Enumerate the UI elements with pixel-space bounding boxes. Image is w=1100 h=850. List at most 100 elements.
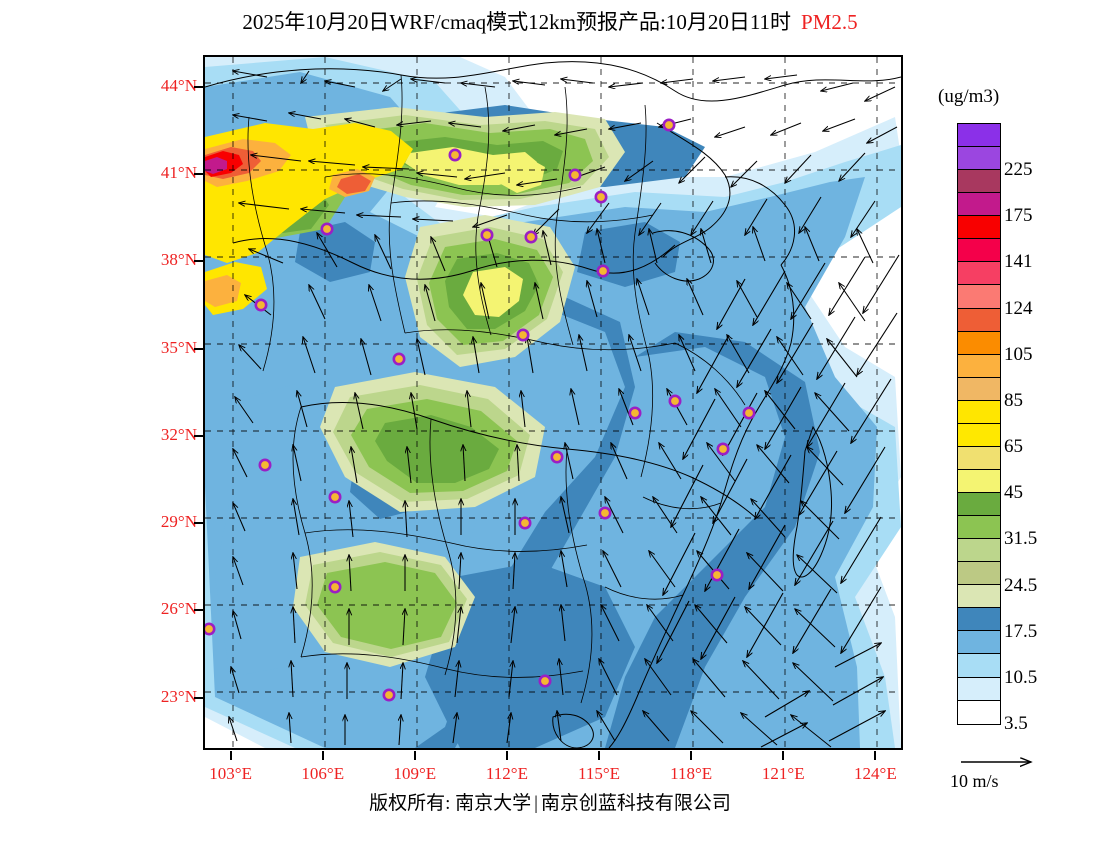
colorbar-band-10 (958, 354, 1000, 378)
lat-tick-mark (194, 696, 203, 699)
copyright-owner: 版权所有: 南京大学 (369, 793, 532, 814)
wind-scale-label: 10 m/s (950, 771, 999, 791)
station-marker (662, 118, 676, 132)
station-marker (568, 168, 582, 182)
lon-tick-label-106: 106°E (301, 764, 345, 783)
station-marker (448, 148, 462, 162)
wind-vector-field (229, 71, 898, 748)
colorbar-band-11 (958, 377, 1000, 401)
colorbar-band-16 (958, 493, 1000, 517)
page-title: 2025年10月20日WRF/cmaq模式12km预报产品:10月20日11时 P… (0, 6, 1100, 36)
colorbar-tick-105: 105 (1004, 343, 1033, 365)
copyright-notice: 版权所有: 南京大学 | 南京创蓝科技有限公司 (0, 788, 1100, 815)
colorbar-band-25 (958, 700, 1000, 724)
offshore-wind-streams (657, 254, 900, 748)
station-marker (550, 450, 564, 464)
station-marker (742, 406, 756, 420)
lon-tick-mark (505, 751, 508, 760)
colorbar-tick-124: 124 (1004, 297, 1033, 319)
title-species-label: PM2.5 (801, 10, 858, 34)
colorbar-tick-17.5: 17.5 (1004, 620, 1038, 642)
pm25-colorbar[interactable] (957, 123, 1001, 725)
lon-tick-label-103: 103°E (209, 764, 252, 783)
lat-tick-mark (194, 434, 203, 437)
colorbar-band-22 (958, 631, 1000, 655)
lat-tick-label-35: 35°N (160, 337, 197, 357)
colorbar-band-7 (958, 285, 1000, 309)
station-marker (598, 506, 612, 520)
lon-tick-label-115: 115°E (578, 764, 621, 783)
station-marker (710, 568, 724, 582)
map-gridlines (205, 57, 901, 748)
colorbar-tick-85: 85 (1004, 389, 1023, 411)
lon-tick-mark (874, 751, 877, 760)
colorbar-band-14 (958, 446, 1000, 470)
lon-tick-mark (690, 751, 693, 760)
colorbar-band-4 (958, 216, 1000, 240)
colorbar-band-15 (958, 469, 1000, 493)
colorbar-band-20 (958, 585, 1000, 609)
colorbar-tick-45: 45 (1004, 482, 1023, 504)
lat-tick-mark (194, 173, 203, 176)
pm25-concentration-map (205, 57, 901, 748)
station-marker (328, 580, 342, 594)
lon-tick-label-118: 118°E (670, 764, 713, 783)
colorbar-tick-31.5: 31.5 (1004, 528, 1038, 550)
station-marker (518, 516, 532, 530)
lat-tick-mark (194, 609, 203, 612)
copyright-separator: | (534, 793, 538, 814)
station-marker (382, 688, 396, 702)
colorbar-band-3 (958, 193, 1000, 217)
colorbar-band-21 (958, 608, 1000, 632)
title-main-text: 2025年10月20日WRF/cmaq模式12km预报产品:10月20日11时 (242, 10, 792, 34)
colorbar-tick-65: 65 (1004, 436, 1023, 458)
colorbar-band-19 (958, 562, 1000, 586)
colorbar-band-17 (958, 516, 1000, 540)
copyright-company: 南京创蓝科技有限公司 (540, 793, 731, 814)
station-marker (716, 442, 730, 456)
lon-tick-mark (229, 751, 232, 760)
station-marker (328, 490, 342, 504)
station-marker (320, 222, 334, 236)
lat-tick-label-41: 41°N (160, 163, 197, 183)
lon-tick-label-124: 124°E (854, 764, 897, 783)
colorbar-band-18 (958, 539, 1000, 563)
lon-tick-label-121: 121°E (761, 764, 805, 783)
lon-tick-mark (413, 751, 416, 760)
station-markers[interactable] (205, 118, 756, 702)
station-marker (480, 228, 494, 242)
colorbar-band-0 (958, 124, 1000, 148)
station-marker (596, 264, 610, 278)
colorbar-band-13 (958, 423, 1000, 447)
colorbar-tick-225: 225 (1004, 159, 1033, 181)
map-plot-frame[interactable] (203, 55, 903, 750)
station-marker (516, 328, 530, 342)
lat-tick-label-23: 23°N (160, 686, 197, 706)
colorbar-band-9 (958, 331, 1000, 355)
wind-arrow-icon (961, 748, 1097, 778)
lon-tick-mark (782, 751, 785, 760)
station-marker (668, 394, 682, 408)
colorbar-tick-labels: 225 175 141 124 105 85 65 45 31.5 24.5 17.5 10.5 3.5 (1004, 123, 1100, 733)
lat-tick-label-32: 32°N (160, 424, 197, 444)
station-marker (258, 458, 272, 472)
station-marker (628, 406, 642, 420)
colorbar-tick-3.5: 3.5 (1004, 713, 1028, 734)
lat-tick-label-29: 29°N (160, 512, 197, 532)
colorbar-tick-141: 141 (1004, 251, 1033, 273)
colorbar-band-24 (958, 677, 1000, 701)
lat-tick-mark (194, 260, 203, 263)
map-boundaries (205, 61, 901, 748)
lon-tick-label-109: 109°E (393, 764, 437, 783)
station-marker (538, 674, 552, 688)
station-marker (254, 298, 268, 312)
lat-tick-label-44: 44°N (160, 75, 197, 95)
colorbar-band-23 (958, 654, 1000, 678)
lat-tick-label-38: 38°N (160, 250, 197, 270)
lat-tick-mark (194, 85, 203, 88)
colorbar-tick-175: 175 (1004, 205, 1033, 227)
lon-tick-mark (598, 751, 601, 760)
lat-tick-mark (194, 347, 203, 350)
lon-tick-mark (321, 751, 324, 760)
wind-scale-legend (957, 748, 1097, 794)
